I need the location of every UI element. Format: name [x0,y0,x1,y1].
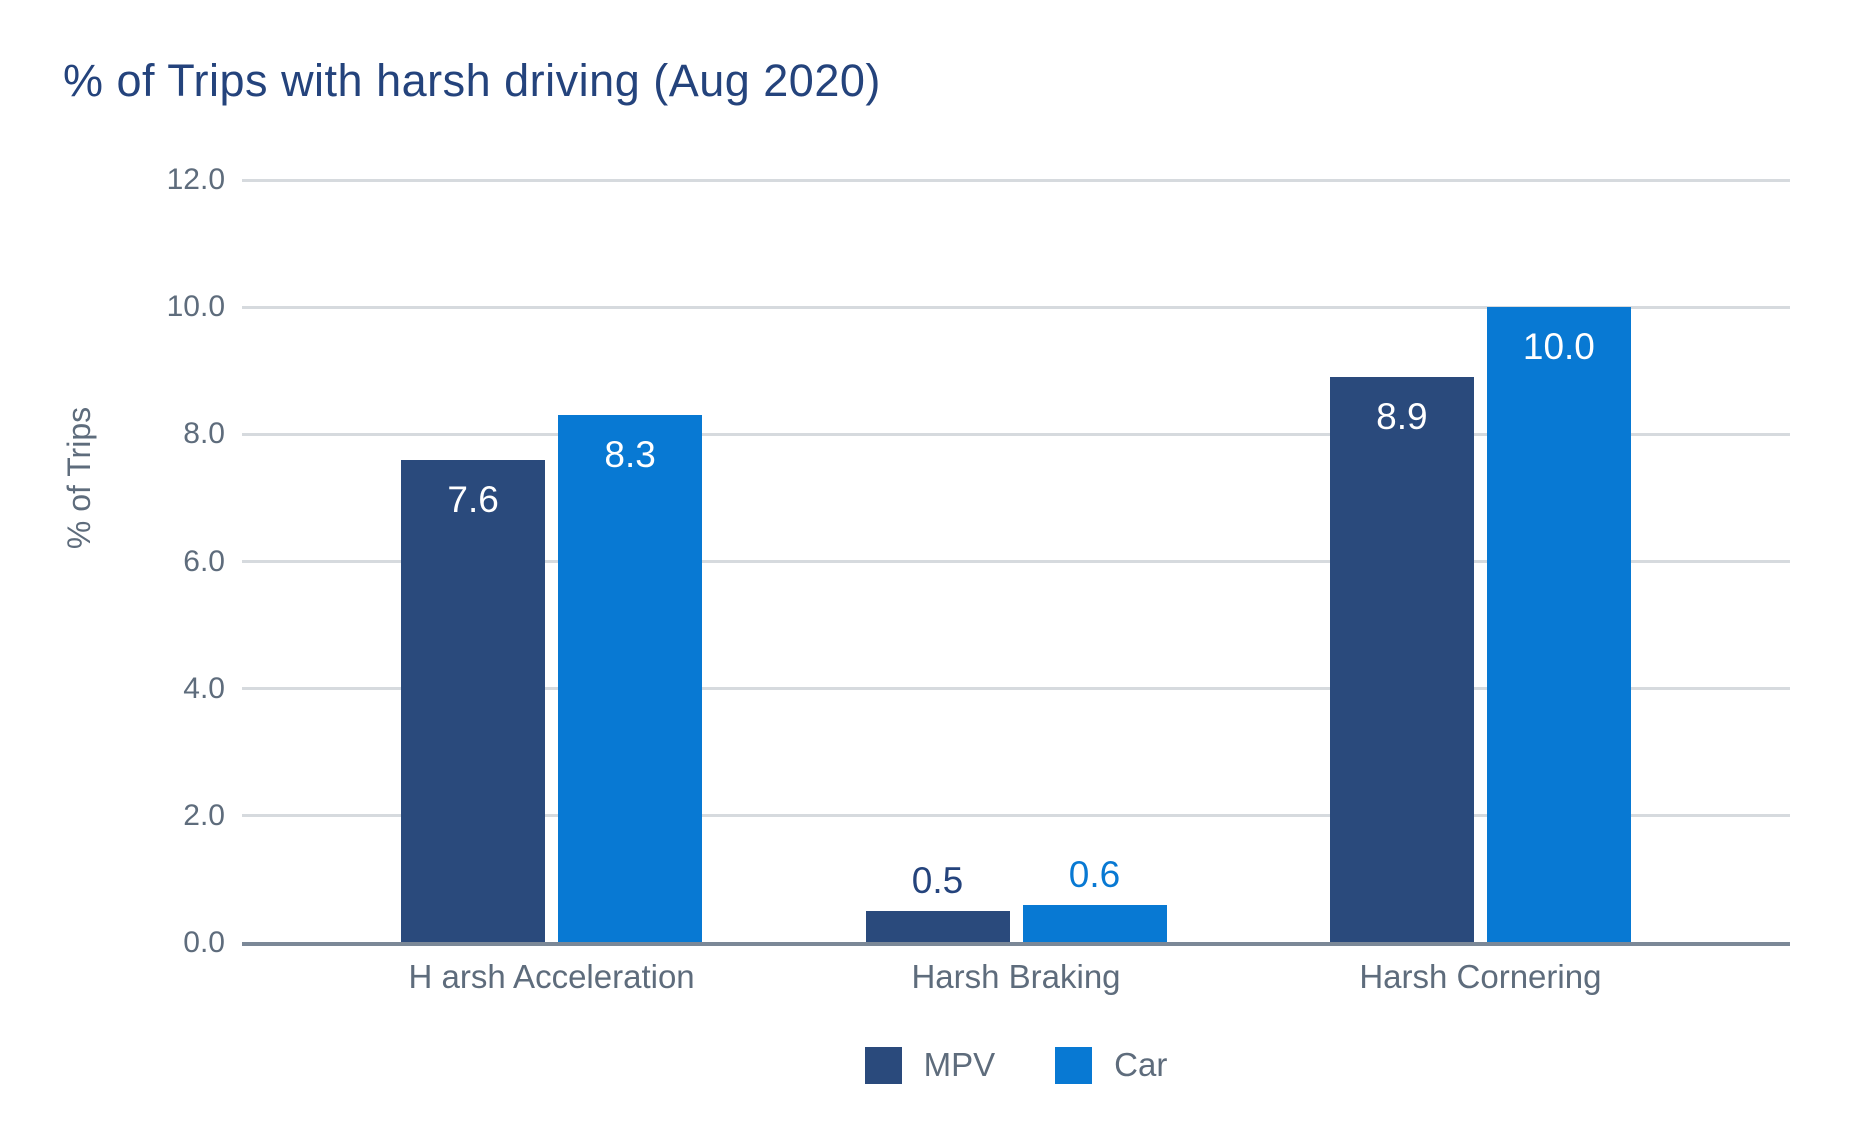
legend: MPV Car [242,1046,1790,1084]
bar-value-label-mpv-harsh-cornering: 8.9 [1376,396,1428,438]
y-axis-tick-labels: 12.0 10.0 8.0 6.0 4.0 2.0 0.0 [0,163,225,959]
legend-swatch-car [1055,1046,1093,1084]
gridline-4.0 [242,687,1790,691]
y-tick-label-2.0: 2.0 [183,798,225,832]
y-tick-label-4.0: 4.0 [183,671,225,705]
gridline-10.0 [242,305,1790,309]
bar-group-harsh-braking: 0.5 0.6 [846,180,1186,943]
bar-mpv-harsh-cornering [1329,377,1474,943]
gridline-12.0 [242,178,1790,182]
bar-group-harsh-cornering: 8.9 10.0 [1310,180,1650,943]
y-tick-label-12.0: 12.0 [166,163,225,196]
x-category-label-harsh-braking: Harsh Braking [911,958,1121,995]
bar-mpv-h-arsh-acceleration [401,459,546,943]
bar-value-label-mpv-h-arsh-acceleration: 7.6 [447,478,499,520]
legend-swatch-mpv [864,1046,902,1084]
y-tick-label-0.0: 0.0 [183,926,225,959]
x-axis-category-labels: H arsh Acceleration Harsh Braking Harsh Co… [242,958,1790,1002]
bar-value-label-car-harsh-braking: 0.6 [1068,853,1121,895]
bar-value-label-mpv-harsh-braking: 0.5 [911,860,964,902]
bar-value-label-car-harsh-cornering: 10.0 [1522,326,1595,368]
bar-value-label-car-h-arsh-acceleration: 8.3 [604,434,656,476]
gridline-6.0 [242,560,1790,563]
gridline-8.0 [242,432,1790,436]
gridline-2.0 [242,814,1790,818]
chart-title: % of Trips with harsh driving (Aug 2020) [63,55,881,106]
x-axis-baseline [242,941,1790,946]
y-tick-label-6.0: 6.0 [183,544,225,578]
bar-group-h-arsh-acceleration: 7.6 8.3 [382,180,722,943]
x-category-label-h-arsh-acceleration: H arsh Acceleration [408,958,695,995]
plot-area: 7.6 8.3 0.5 0.6 8.9 10.0 [242,178,1790,946]
bar-car-h-arsh-acceleration [558,415,703,943]
bar-car-harsh-braking [1022,904,1167,943]
y-tick-label-8.0: 8.0 [183,417,225,451]
legend-label-mpv: MPV [923,1046,996,1083]
y-tick-label-10.0: 10.0 [166,290,225,324]
bar-mpv-harsh-braking [865,911,1010,943]
x-category-label-harsh-cornering: Harsh Cornering [1359,958,1602,995]
legend-item-mpv: MPV [864,1046,996,1084]
bar-car-harsh-cornering [1486,307,1631,943]
legend-item-car: Car [1055,1046,1167,1084]
legend-label-car: Car [1114,1046,1168,1083]
